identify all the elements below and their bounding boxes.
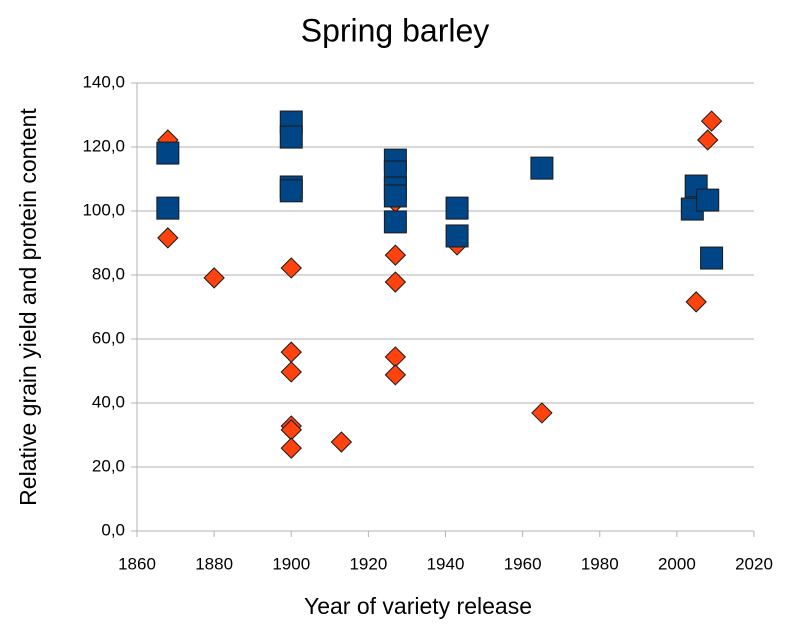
- y-tick-label: 20,0: [92, 456, 125, 475]
- square-point: [445, 224, 469, 248]
- diamond-point: [203, 267, 225, 289]
- diamond-point: [700, 110, 723, 132]
- diamond-point: [280, 437, 302, 459]
- x-tick-label: 1880: [195, 554, 233, 573]
- square-point: [696, 188, 720, 212]
- square-point: [279, 125, 303, 149]
- diamond-point: [531, 402, 553, 424]
- x-tick-label: 1860: [118, 554, 156, 573]
- diamond-point: [280, 257, 302, 279]
- square-point: [700, 246, 724, 270]
- diamond-point: [384, 346, 407, 368]
- y-tick-label: 120,0: [82, 136, 125, 155]
- y-tick-label: 140,0: [82, 72, 125, 91]
- diamond-point: [384, 271, 407, 293]
- x-tick-label: 2020: [735, 554, 773, 573]
- square-point: [530, 156, 554, 180]
- square-point: [156, 141, 180, 165]
- y-axis-label: Relative grain yield and protein content: [15, 108, 41, 506]
- y-tick-label: 100,0: [82, 200, 125, 219]
- diamond-point: [280, 341, 302, 363]
- x-tick-label: 1920: [349, 554, 387, 573]
- diamond-point: [697, 129, 719, 151]
- square-point: [383, 210, 407, 234]
- x-tick-label: 1900: [272, 554, 310, 573]
- diamond-point: [280, 361, 302, 383]
- y-tick-label: 0,0: [101, 520, 125, 539]
- diamond-point: [330, 431, 353, 453]
- diamond-point: [384, 364, 407, 386]
- diamond-point: [157, 227, 179, 249]
- y-tick-label: 40,0: [92, 392, 125, 411]
- chart-title: Spring barley: [301, 12, 490, 48]
- x-tick-label: 1980: [581, 554, 619, 573]
- x-tick-label: 2000: [658, 554, 696, 573]
- square-point: [383, 184, 407, 208]
- square-point: [279, 179, 303, 203]
- y-tick-label: 80,0: [92, 264, 125, 283]
- diamond-point: [384, 244, 407, 266]
- square-point: [156, 196, 180, 220]
- x-tick-label: 1960: [504, 554, 542, 573]
- x-tick-label: 1940: [427, 554, 465, 573]
- square-point: [445, 196, 469, 220]
- y-tick-label: 60,0: [92, 328, 125, 347]
- x-axis-label: Year of variety release: [304, 593, 532, 619]
- diamond-point: [685, 291, 707, 313]
